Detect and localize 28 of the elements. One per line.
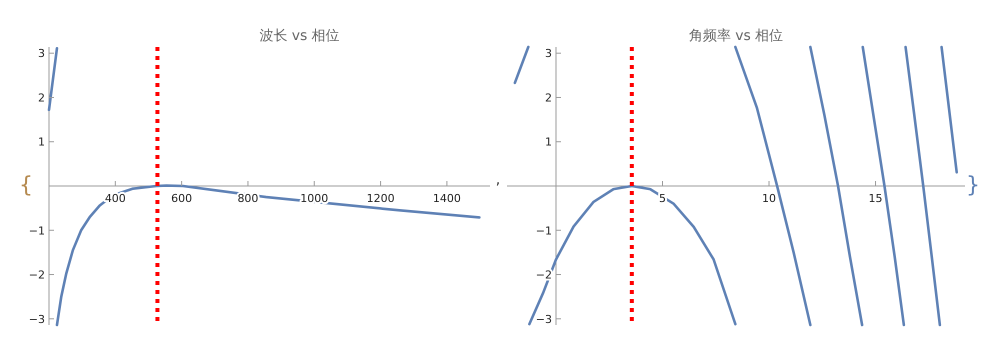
line-series xyxy=(861,46,906,326)
y-tick-label: 3 xyxy=(38,47,45,60)
y-tick-label: 2 xyxy=(38,91,45,104)
y-tick-label: −2 xyxy=(28,268,45,282)
y-tick-label: −1 xyxy=(536,224,552,238)
line-series xyxy=(809,46,864,326)
line-series xyxy=(528,184,737,326)
y-tick-label: 3 xyxy=(544,47,552,60)
x-tick-label: 10 xyxy=(762,192,776,205)
text: { xyxy=(19,173,33,198)
y-tick-label: −1 xyxy=(28,224,45,238)
x-tick-label: 800 xyxy=(237,192,258,205)
y-tick-label: 1 xyxy=(544,136,552,149)
x-tick-label: 1400 xyxy=(432,192,461,205)
y-tick-label: −3 xyxy=(28,312,45,326)
chart-title: 波长 vs 相位 xyxy=(259,28,340,44)
y-tick-label: 2 xyxy=(544,91,552,104)
y-tick-label: −3 xyxy=(536,312,552,326)
line-series xyxy=(734,46,812,326)
chart-title: 角频率 vs 相位 xyxy=(688,28,784,44)
text: } xyxy=(966,173,980,198)
text: , xyxy=(496,172,500,188)
x-tick-label: 600 xyxy=(171,192,192,205)
x-tick-label: 1200 xyxy=(366,192,395,205)
line-series xyxy=(904,46,942,326)
x-tick-label: 15 xyxy=(868,192,883,205)
y-tick-label: 1 xyxy=(38,136,45,149)
line-series xyxy=(56,184,481,326)
